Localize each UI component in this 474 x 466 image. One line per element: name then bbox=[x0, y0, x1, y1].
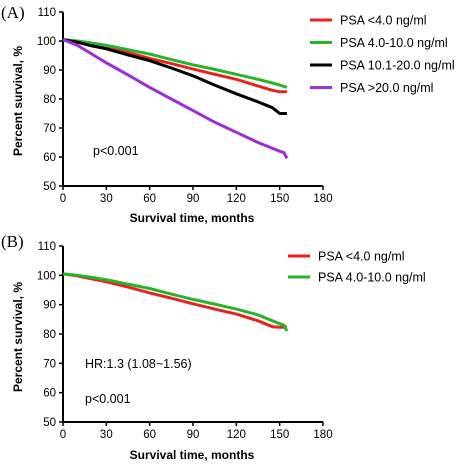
panel-b-legend-label-2: PSA 4.0-10.0 ng/ml bbox=[318, 271, 426, 285]
panel-b-y-tick-label: 60 bbox=[43, 388, 56, 400]
panel-a-x-tick-label: 150 bbox=[270, 193, 289, 205]
panel-b-y-tick-label: 80 bbox=[43, 329, 56, 341]
panel-a-y-tick-label: 90 bbox=[43, 65, 56, 77]
panel-a-x-tick-label: 30 bbox=[100, 193, 113, 205]
panel-a-label: (A) bbox=[1, 3, 25, 22]
panel-a-series-line-2 bbox=[62, 38, 288, 89]
panel-a-y-axis-title: Percent survival, % bbox=[11, 46, 25, 156]
panel-a-y-tick-label: 110 bbox=[38, 7, 56, 19]
panel-a-x-tick-label: 180 bbox=[313, 193, 332, 205]
panel-b-y-tick-label: 110 bbox=[38, 241, 56, 253]
panel-a-plot bbox=[62, 38, 289, 160]
panel-b-plot bbox=[62, 272, 289, 332]
panel-a-legend-label-4: PSA >20.0 ng/ml bbox=[340, 81, 433, 95]
panel-b-series-line-2 bbox=[62, 272, 289, 332]
panel-b-x-tick-label: 180 bbox=[313, 429, 332, 441]
panel-b-y-tick-label: 100 bbox=[37, 270, 56, 282]
panel-b-x-axis-title: Survival time, months bbox=[130, 448, 255, 462]
panel-a-y-tick-label: 70 bbox=[43, 123, 56, 135]
panel-a-y-tick-label: 80 bbox=[43, 94, 56, 106]
panel-a-series-line-3 bbox=[62, 38, 287, 115]
panel-a-axes: 0 30 60 90 120 150 180 50 60 70 80 90 100 110 bbox=[37, 7, 333, 205]
panel-b-label: (B) bbox=[1, 232, 24, 251]
panel-a-x-tick-label: 0 bbox=[60, 193, 66, 205]
panel-b-x-tick-label: 150 bbox=[270, 429, 289, 441]
panel-a-x-tick-label: 90 bbox=[187, 193, 200, 205]
panel-b-axes: 0 30 60 90 120 150 180 50 60 70 80 90 100 110 bbox=[37, 241, 333, 441]
panel-b-x-tick-label: 30 bbox=[100, 429, 113, 441]
panel-b-series-line-1 bbox=[62, 272, 287, 329]
panel-a-y-tick-label: 50 bbox=[43, 181, 56, 193]
panel-b-y-tick-label: 90 bbox=[43, 300, 56, 312]
panel-b-y-tick-label: 70 bbox=[43, 358, 56, 370]
panel-b-p-value: p<0.001 bbox=[85, 392, 131, 406]
panel-a-y-tick-label: 60 bbox=[43, 152, 56, 164]
panel-a-x-axis-title: Survival time, months bbox=[130, 211, 255, 225]
panel-b-legend: PSA <4.0 ng/ml PSA 4.0-10.0 ng/ml bbox=[288, 250, 426, 285]
panel-a-series-line-4 bbox=[62, 38, 289, 160]
panel-a: (A) Percent survival, % Survival time, m… bbox=[1, 3, 455, 225]
panel-b-y-tick-label: 50 bbox=[43, 417, 56, 429]
panel-b: (B) Percent survival, % Survival time, m… bbox=[1, 232, 426, 462]
panel-b-x-tick-label: 60 bbox=[143, 429, 156, 441]
panel-b-hazard-ratio: HR:1.3 (1.08~1.56) bbox=[85, 357, 192, 371]
panel-b-x-tick-label: 90 bbox=[187, 429, 200, 441]
panel-a-legend-label-3: PSA 10.1-20.0 ng/ml bbox=[340, 59, 455, 73]
panel-a-y-tick-label: 100 bbox=[37, 36, 56, 48]
panel-a-x-tick-label: 120 bbox=[227, 193, 246, 205]
panel-b-x-tick-label: 120 bbox=[227, 429, 246, 441]
panel-a-x-tick-label: 60 bbox=[143, 193, 156, 205]
panel-b-y-axis-title: Percent survival, % bbox=[11, 282, 25, 392]
panel-b-x-tick-label: 0 bbox=[60, 429, 66, 441]
panel-a-legend-label-1: PSA <4.0 ng/ml bbox=[340, 14, 427, 28]
panel-b-legend-label-1: PSA <4.0 ng/ml bbox=[318, 250, 405, 264]
panel-a-p-value: p<0.001 bbox=[93, 144, 139, 158]
panel-a-legend-label-2: PSA 4.0-10.0 ng/ml bbox=[340, 36, 448, 50]
panel-a-legend: PSA <4.0 ng/ml PSA 4.0-10.0 ng/ml PSA 10.1… bbox=[310, 14, 455, 95]
